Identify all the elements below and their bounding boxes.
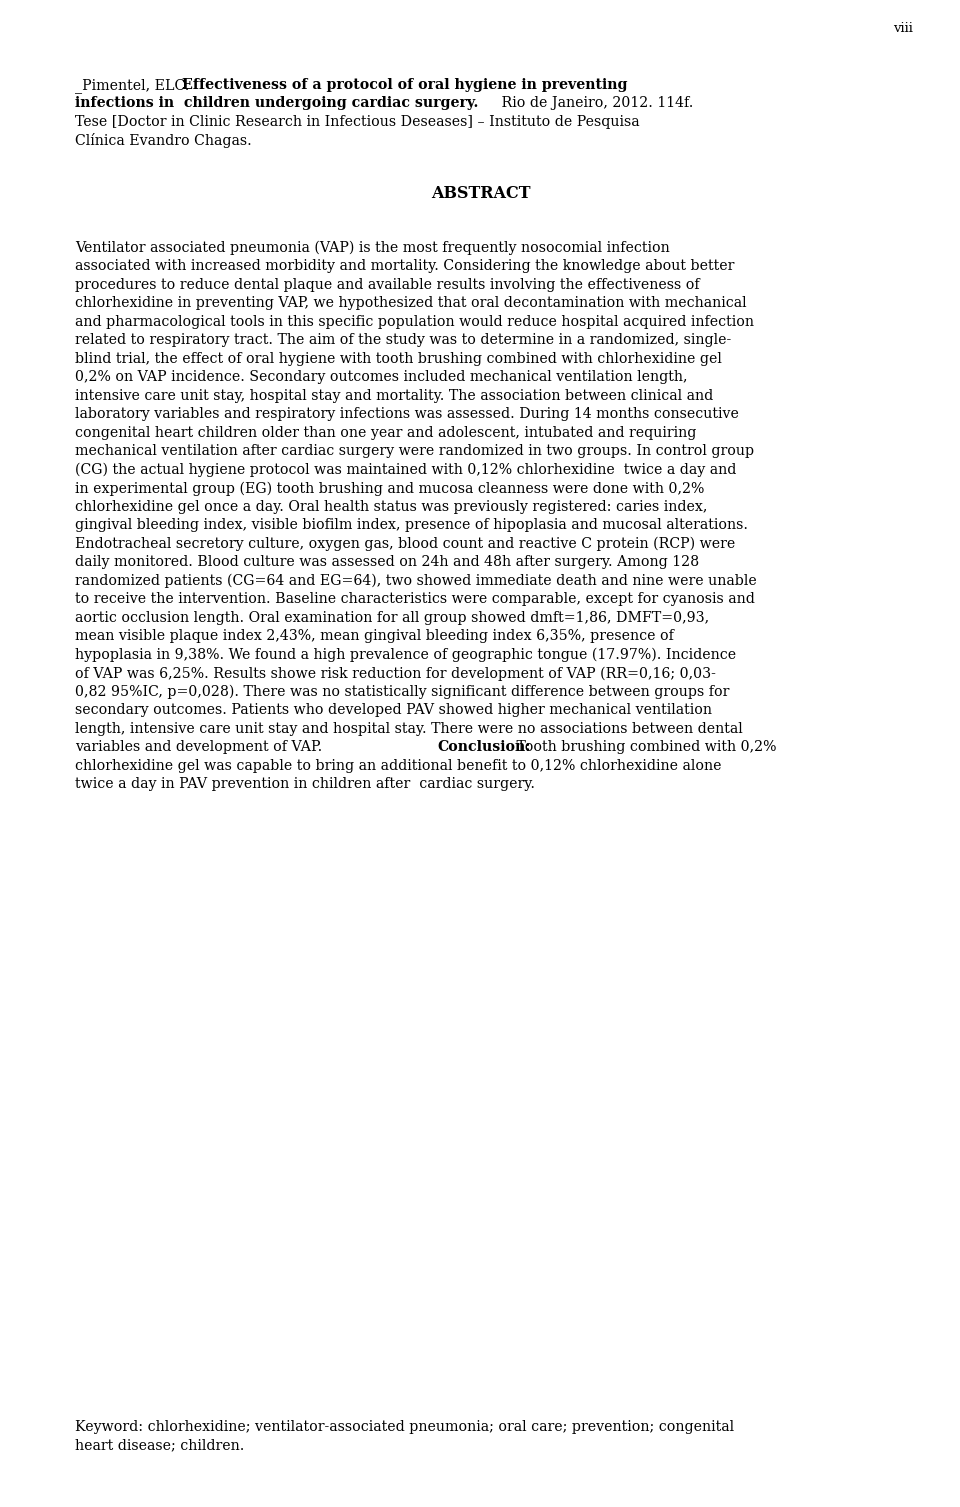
Text: aortic occlusion length. Oral examination for all group showed dmft=1,86, DMFT=0: aortic occlusion length. Oral examinatio… [75, 610, 709, 625]
Text: Endotracheal secretory culture, oxygen gas, blood count and reactive C protein (: Endotracheal secretory culture, oxygen g… [75, 536, 735, 552]
Text: mechanical ventilation after cardiac surgery were randomized in two groups. In c: mechanical ventilation after cardiac sur… [75, 445, 755, 458]
Text: heart disease; children.: heart disease; children. [75, 1439, 245, 1453]
Text: mean visible plaque index 2,43%, mean gingival bleeding index 6,35%, presence of: mean visible plaque index 2,43%, mean gi… [75, 630, 674, 643]
Text: Clínica Evandro Chagas.: Clínica Evandro Chagas. [75, 134, 252, 149]
Text: ABSTRACT: ABSTRACT [431, 185, 531, 202]
Text: length, intensive care unit stay and hospital stay. There were no associations b: length, intensive care unit stay and hos… [75, 722, 743, 735]
Text: chlorhexidine in preventing VAP, we hypothesized that oral decontamination with : chlorhexidine in preventing VAP, we hypo… [75, 297, 747, 310]
Text: Ventilator associated pneumonia (VAP) is the most frequently nosocomial infectio: Ventilator associated pneumonia (VAP) is… [75, 241, 670, 255]
Text: Keyword: chlorhexidine; ventilator-associated pneumonia; oral care; prevention; : Keyword: chlorhexidine; ventilator-assoc… [75, 1420, 734, 1435]
Text: to receive the intervention. Baseline characteristics were comparable, except fo: to receive the intervention. Baseline ch… [75, 592, 755, 606]
Text: Rio de Janeiro, 2012. 114f.: Rio de Janeiro, 2012. 114f. [497, 96, 693, 110]
Text: 0,82 95%IC, p=0,028). There was no statistically significant difference between : 0,82 95%IC, p=0,028). There was no stati… [75, 684, 730, 699]
Text: blind trial, the effect of oral hygiene with tooth brushing combined with chlorh: blind trial, the effect of oral hygiene … [75, 351, 722, 366]
Text: daily monitored. Blood culture was assessed on 24h and 48h after surgery. Among : daily monitored. Blood culture was asses… [75, 555, 699, 570]
Text: viii: viii [893, 23, 913, 35]
Text: Conclusion:: Conclusion: [437, 740, 530, 755]
Text: associated with increased morbidity and mortality. Considering the knowledge abo: associated with increased morbidity and … [75, 259, 734, 273]
Text: Tese [Doctor in Clinic Research in Infectious Deseases] – Instituto de Pesquisa: Tese [Doctor in Clinic Research in Infec… [75, 115, 639, 130]
Text: 0,2% on VAP incidence. Secondary outcomes included mechanical ventilation length: 0,2% on VAP incidence. Secondary outcome… [75, 371, 687, 384]
Text: Effectiveness of a protocol of oral hygiene in preventing: Effectiveness of a protocol of oral hygi… [182, 78, 628, 92]
Text: related to respiratory tract. The aim of the study was to determine in a randomi: related to respiratory tract. The aim of… [75, 333, 732, 347]
Text: chlorhexidine gel was capable to bring an additional benefit to 0,12% chlorhexid: chlorhexidine gel was capable to bring a… [75, 760, 722, 773]
Text: hypoplasia in 9,38%. We found a high prevalence of geographic tongue (17.97%). I: hypoplasia in 9,38%. We found a high pre… [75, 648, 736, 662]
Text: twice a day in PAV prevention in children after  cardiac surgery.: twice a day in PAV prevention in childre… [75, 778, 535, 791]
Text: variables and development of VAP.: variables and development of VAP. [75, 740, 326, 755]
Text: congenital heart children older than one year and adolescent, intubated and requ: congenital heart children older than one… [75, 426, 696, 440]
Text: _Pimentel, ELC.: _Pimentel, ELC. [75, 78, 194, 93]
Text: Tooth brushing combined with 0,2%: Tooth brushing combined with 0,2% [512, 740, 777, 755]
Text: laboratory variables and respiratory infections was assessed. During 14 months c: laboratory variables and respiratory inf… [75, 407, 739, 422]
Text: and pharmacological tools in this specific population would reduce hospital acqu: and pharmacological tools in this specif… [75, 315, 754, 329]
Text: chlorhexidine gel once a day. Oral health status was previously registered: cari: chlorhexidine gel once a day. Oral healt… [75, 500, 708, 514]
Text: in experimental group (EG) tooth brushing and mucosa cleanness were done with 0,: in experimental group (EG) tooth brushin… [75, 481, 705, 496]
Text: randomized patients (CG=64 and EG=64), two showed immediate death and nine were : randomized patients (CG=64 and EG=64), t… [75, 574, 756, 588]
Text: procedures to reduce dental plaque and available results involving the effective: procedures to reduce dental plaque and a… [75, 277, 700, 292]
Text: infections in  children undergoing cardiac surgery.: infections in children undergoing cardia… [75, 96, 478, 110]
Text: intensive care unit stay, hospital stay and mortality. The association between c: intensive care unit stay, hospital stay … [75, 389, 713, 402]
Text: of VAP was 6,25%. Results showe risk reduction for development of VAP (RR=0,16; : of VAP was 6,25%. Results showe risk red… [75, 666, 716, 681]
Text: secondary outcomes. Patients who developed PAV showed higher mechanical ventilat: secondary outcomes. Patients who develop… [75, 704, 712, 717]
Text: (CG) the actual hygiene protocol was maintained with 0,12% chlorhexidine  twice : (CG) the actual hygiene protocol was mai… [75, 463, 736, 478]
Text: gingival bleeding index, visible biofilm index, presence of hipoplasia and mucos: gingival bleeding index, visible biofilm… [75, 518, 748, 532]
